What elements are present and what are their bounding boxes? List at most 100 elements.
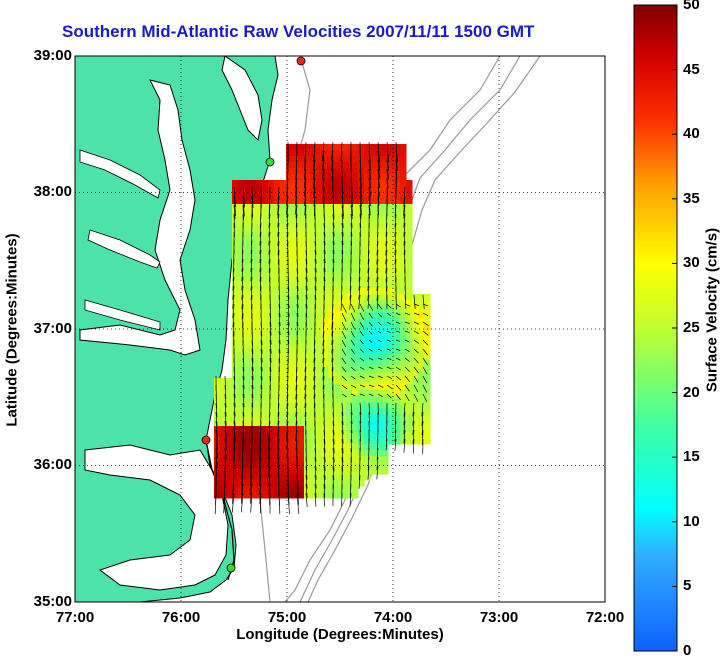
velocity-vector xyxy=(341,393,347,398)
velocity-cell xyxy=(292,324,299,331)
colorbar-label: Surface Velocity (cm/s) xyxy=(703,227,721,393)
velocity-vector xyxy=(269,348,272,363)
velocity-cell xyxy=(286,486,293,493)
velocity-cell xyxy=(280,354,287,361)
velocity-cell xyxy=(250,258,257,265)
velocity-cell xyxy=(358,264,365,271)
velocity-cell xyxy=(358,240,365,247)
velocity-cell xyxy=(424,408,431,415)
velocity-cell xyxy=(424,426,431,433)
velocity-cell xyxy=(322,318,329,325)
velocity-cell xyxy=(316,450,323,457)
velocity-cell xyxy=(328,312,335,319)
velocity-cell xyxy=(382,396,389,403)
velocity-cell xyxy=(310,210,317,217)
velocity-cell xyxy=(400,174,407,181)
velocity-cell xyxy=(394,402,401,409)
velocity-cell xyxy=(394,342,401,349)
velocity-cell xyxy=(220,390,227,397)
velocity-cell xyxy=(382,414,389,421)
velocity-cell xyxy=(226,402,233,409)
velocity-cell xyxy=(310,378,317,385)
velocity-vector xyxy=(296,474,299,496)
velocity-cell xyxy=(298,222,305,229)
velocity-cell xyxy=(400,192,407,199)
velocity-cell xyxy=(280,252,287,259)
velocity-vector xyxy=(286,213,289,228)
velocity-cell xyxy=(424,330,431,337)
velocity-cell xyxy=(304,372,311,379)
velocity-cell xyxy=(238,270,245,277)
velocity-cell xyxy=(268,234,275,241)
velocity-cell xyxy=(280,360,287,367)
velocity-vector xyxy=(386,177,389,198)
velocity-cell xyxy=(280,258,287,265)
velocity-cell xyxy=(388,324,395,331)
velocity-vector xyxy=(269,303,272,318)
velocity-vector xyxy=(323,438,326,454)
velocity-cell xyxy=(334,318,341,325)
velocity-cell xyxy=(262,228,269,235)
velocity-cell xyxy=(220,438,227,445)
velocity-vector xyxy=(331,366,334,381)
velocity-vector xyxy=(233,375,236,390)
velocity-vector xyxy=(386,384,393,390)
velocity-cell xyxy=(388,300,395,307)
velocity-vector xyxy=(377,159,381,180)
velocity-cell xyxy=(256,342,263,349)
velocity-cell xyxy=(352,330,359,337)
velocity-cell xyxy=(352,372,359,379)
velocity-cell xyxy=(394,366,401,373)
velocity-cell xyxy=(310,468,317,475)
velocity-vector xyxy=(295,375,298,391)
velocity-cell xyxy=(334,474,341,481)
velocity-cell xyxy=(358,306,365,313)
velocity-vector xyxy=(350,348,356,355)
velocity-cell xyxy=(292,234,299,241)
velocity-vector xyxy=(322,168,325,190)
velocity-vector xyxy=(251,375,254,389)
ytick-label: 38:00 xyxy=(33,183,72,200)
velocity-vector xyxy=(385,267,388,283)
velocity-cell xyxy=(292,348,299,355)
velocity-cell xyxy=(286,210,293,217)
velocity-cell xyxy=(280,318,287,325)
velocity-vector xyxy=(259,438,262,460)
velocity-cell xyxy=(262,234,269,241)
velocity-cell xyxy=(370,144,377,151)
velocity-cell xyxy=(388,150,395,157)
velocity-cell xyxy=(340,270,347,277)
velocity-vector xyxy=(377,393,383,398)
velocity-vector xyxy=(359,402,362,415)
velocity-cell xyxy=(250,240,257,247)
velocity-cell xyxy=(250,210,257,217)
y-axis-label: Latitude (Degrees:Minutes) xyxy=(3,233,21,427)
velocity-cell xyxy=(238,330,245,337)
velocity-cell xyxy=(388,348,395,355)
velocity-cell xyxy=(268,426,275,433)
velocity-cell xyxy=(238,210,245,217)
velocity-cell xyxy=(376,384,383,391)
velocity-cell xyxy=(406,240,413,247)
velocity-cell xyxy=(352,240,359,247)
velocity-cell xyxy=(256,306,263,313)
velocity-cell xyxy=(382,240,389,247)
velocity-cell xyxy=(274,222,281,229)
velocity-cell xyxy=(262,180,269,187)
velocity-cell xyxy=(352,186,359,193)
velocity-cell xyxy=(262,366,269,373)
velocity-vector xyxy=(413,384,419,393)
velocity-vector xyxy=(395,357,401,361)
velocity-cell xyxy=(292,360,299,367)
velocity-vector xyxy=(224,447,227,469)
velocity-cell xyxy=(346,270,353,277)
velocity-vector xyxy=(242,411,245,427)
pamlico-sound xyxy=(84,444,229,591)
velocity-vector xyxy=(296,492,300,514)
velocity-cell xyxy=(268,474,275,481)
velocity-vector xyxy=(260,339,263,354)
velocity-cell xyxy=(220,396,227,403)
velocity-vector xyxy=(359,348,364,353)
velocity-cell xyxy=(328,492,335,499)
velocity-cell xyxy=(298,216,305,223)
